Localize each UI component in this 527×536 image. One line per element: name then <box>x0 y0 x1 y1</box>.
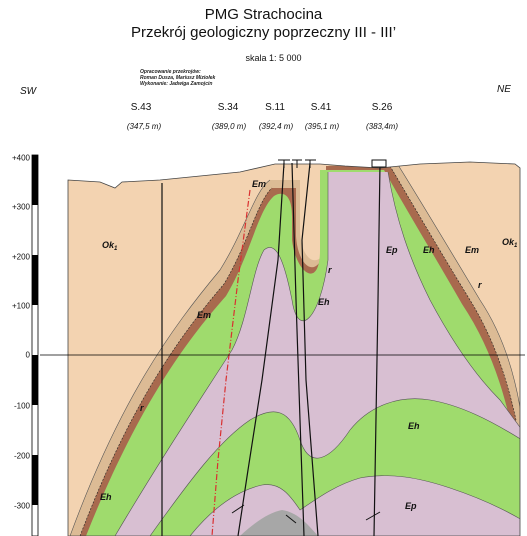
label-ep-lower: Ep <box>405 501 417 511</box>
well-heads <box>278 159 387 168</box>
depth-tick-label: 0 <box>25 350 30 360</box>
borehole-s34 <box>237 162 285 536</box>
label-ep-upper: Ep <box>386 245 398 255</box>
label-ok1-left: Ok1 <box>102 240 118 252</box>
label-eh-left: Eh <box>100 492 112 502</box>
depth-tick-label: -300 <box>13 501 30 511</box>
well-head <box>371 159 387 168</box>
label-em-left: Em <box>197 310 211 320</box>
label-em-right: Em <box>465 245 479 255</box>
borehole-marker <box>231 504 245 514</box>
depth-tick-label: +100 <box>11 301 30 311</box>
borehole-lines <box>161 162 381 536</box>
borehole-s41 <box>301 162 319 536</box>
credit-line-1: Opracowanie przekrojów: <box>140 69 201 75</box>
well-elevation-s34: (389,0 m) <box>211 122 247 131</box>
fault-line <box>211 189 251 536</box>
label-eh-center: Eh <box>318 297 330 307</box>
orientation-ne: NE <box>497 84 511 95</box>
section-outline <box>67 161 521 536</box>
page-title: PMG Strachocina <box>204 6 323 23</box>
borehole-s11 <box>291 162 305 536</box>
well-elevation-s26: (383,4m) <box>365 122 399 131</box>
label-eh-mid: Eh <box>408 421 420 431</box>
label-em-top: Em <box>252 179 266 189</box>
well-name-s34: S.34 <box>217 102 239 113</box>
well-name-s41: S.41 <box>310 102 332 113</box>
page-subtitle: Przekrój geologiczny poprzeczny III - II… <box>130 24 397 41</box>
well-elevation-s43: (347,5 m) <box>126 122 162 131</box>
well-elevation-s11: (392,4 m) <box>258 122 294 131</box>
borehole-markers <box>231 504 381 524</box>
depth-tick-label: +200 <box>11 252 30 262</box>
well-head <box>305 159 316 168</box>
credit-line-3: Wykonanie: Jadwiga Zamojcin <box>140 81 213 87</box>
well-head <box>292 159 302 168</box>
unit-core-fill <box>240 510 318 536</box>
well-name-s11: S.11 <box>265 102 285 113</box>
depth-scale-bar <box>31 154 39 536</box>
label-ok1-right: Ok1 <box>502 237 518 249</box>
well-elevation-s41: (395,1 m) <box>304 122 340 131</box>
credit-line-2: Roman Dusza, Mariusz Miziołek <box>140 75 216 81</box>
scale-label: skala 1: 5 000 <box>245 53 302 63</box>
depth-tick-label: -100 <box>13 401 30 411</box>
label-r-left: r <box>140 403 144 413</box>
depth-tick-label: -200 <box>13 451 30 461</box>
label-eh-right: Eh <box>423 245 435 255</box>
well-name-s26: S.26 <box>371 102 393 113</box>
label-r-center: r <box>328 265 332 275</box>
borehole-marker <box>285 514 297 524</box>
label-r-right: r <box>478 280 482 290</box>
depth-tick-label: +400 <box>11 153 30 163</box>
depth-tick-label: +300 <box>11 202 30 212</box>
borehole-s26 <box>373 162 381 536</box>
well-name-s43: S.43 <box>130 102 152 113</box>
well-head <box>278 159 290 168</box>
orientation-sw: SW <box>20 86 37 97</box>
borehole-marker <box>365 511 381 521</box>
